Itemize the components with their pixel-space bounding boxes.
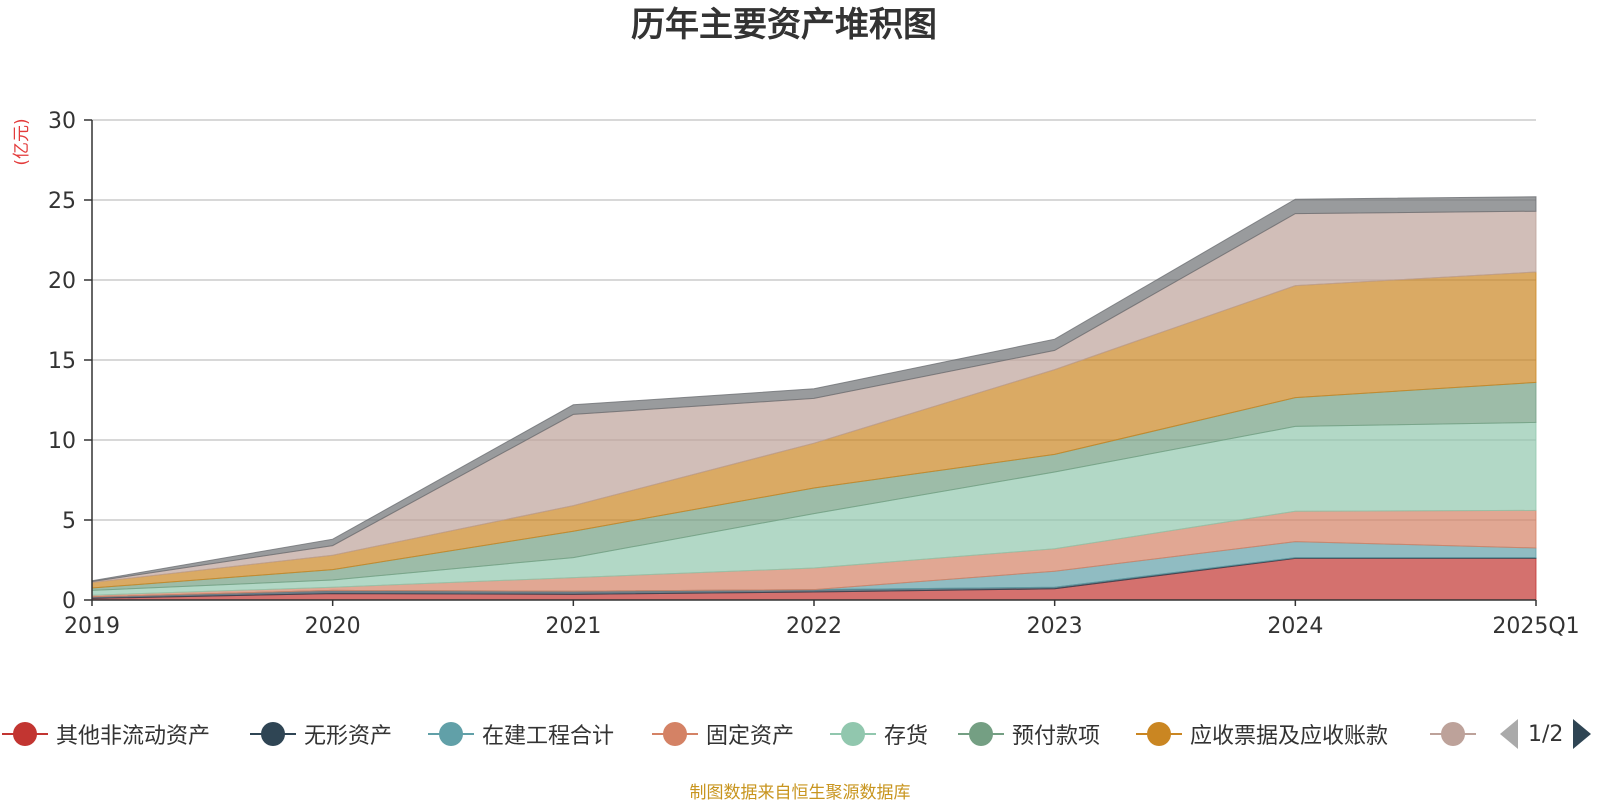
legend-prev-page-icon[interactable] bbox=[1500, 719, 1518, 749]
legend-swatch-icon bbox=[830, 716, 876, 752]
legend-swatch-icon bbox=[428, 716, 474, 752]
legend-swatch-icon bbox=[250, 716, 296, 752]
legend-label: 应收票据及应收账款 bbox=[1190, 724, 1389, 749]
legend-item[interactable]: 预付款项 bbox=[958, 716, 1100, 752]
legend-item[interactable]: 无形资产 bbox=[250, 716, 392, 752]
legend-item[interactable]: 固定资产 bbox=[652, 716, 794, 752]
legend-swatch-icon bbox=[652, 716, 698, 752]
chart-title: 历年主要资产堆积图 bbox=[631, 5, 937, 45]
legend-label: 在建工程合计 bbox=[482, 724, 615, 749]
legend-swatch-icon bbox=[1430, 716, 1476, 752]
y-tick-label: 10 bbox=[48, 429, 76, 454]
y-tick-label: 30 bbox=[48, 109, 76, 134]
legend-label: 预付款项 bbox=[1012, 724, 1101, 749]
legend-item[interactable]: 其他非流动资产 bbox=[2, 716, 210, 752]
legend-next-page-icon[interactable] bbox=[1573, 719, 1592, 749]
x-tick-label: 2023 bbox=[1027, 614, 1083, 639]
legend-label: 其他非流动资产 bbox=[56, 724, 211, 749]
y-tick-label: 25 bbox=[48, 189, 76, 214]
legend-swatch-icon bbox=[958, 716, 1004, 752]
y-tick-label: 5 bbox=[62, 509, 76, 534]
legend-swatch-icon bbox=[2, 716, 48, 752]
x-tick-label: 2019 bbox=[64, 614, 120, 639]
x-tick-label: 2021 bbox=[545, 614, 601, 639]
x-tick-label: 2022 bbox=[786, 614, 842, 639]
y-tick-label: 20 bbox=[48, 269, 76, 294]
x-tick-label: 2024 bbox=[1267, 614, 1323, 639]
legend-label: 存货 bbox=[884, 724, 929, 749]
y-tick-label: 0 bbox=[62, 589, 76, 614]
legend-pager: 1/2 bbox=[1500, 716, 1592, 752]
x-tick-label: 2020 bbox=[305, 614, 361, 639]
area-series-8[interactable] bbox=[91, 196, 1537, 583]
legend-item[interactable]: 存货 bbox=[830, 716, 928, 752]
legend-page-indicator: 1/2 bbox=[1528, 721, 1564, 747]
legend-item[interactable]: 在建工程合计 bbox=[428, 716, 614, 752]
y-tick-label: 15 bbox=[48, 349, 76, 374]
legend: 其他非流动资产 无形资产 在建工程合计 固定资产 存货 预付款项 应收票据及应收账款 bbox=[0, 716, 1600, 752]
legend-item[interactable]: 应收票据及应收账款 bbox=[1136, 716, 1388, 752]
legend-swatch-icon bbox=[1136, 716, 1182, 752]
x-tick-label: 2025Q1 bbox=[1492, 614, 1579, 639]
legend-item[interactable] bbox=[1430, 716, 1476, 752]
legend-label: 无形资产 bbox=[304, 724, 393, 749]
y-axis-unit-label: (亿元) bbox=[12, 118, 32, 165]
data-source-footer: 制图数据来自恒生聚源数据库 bbox=[689, 783, 911, 803]
legend-label: 固定资产 bbox=[706, 724, 795, 749]
